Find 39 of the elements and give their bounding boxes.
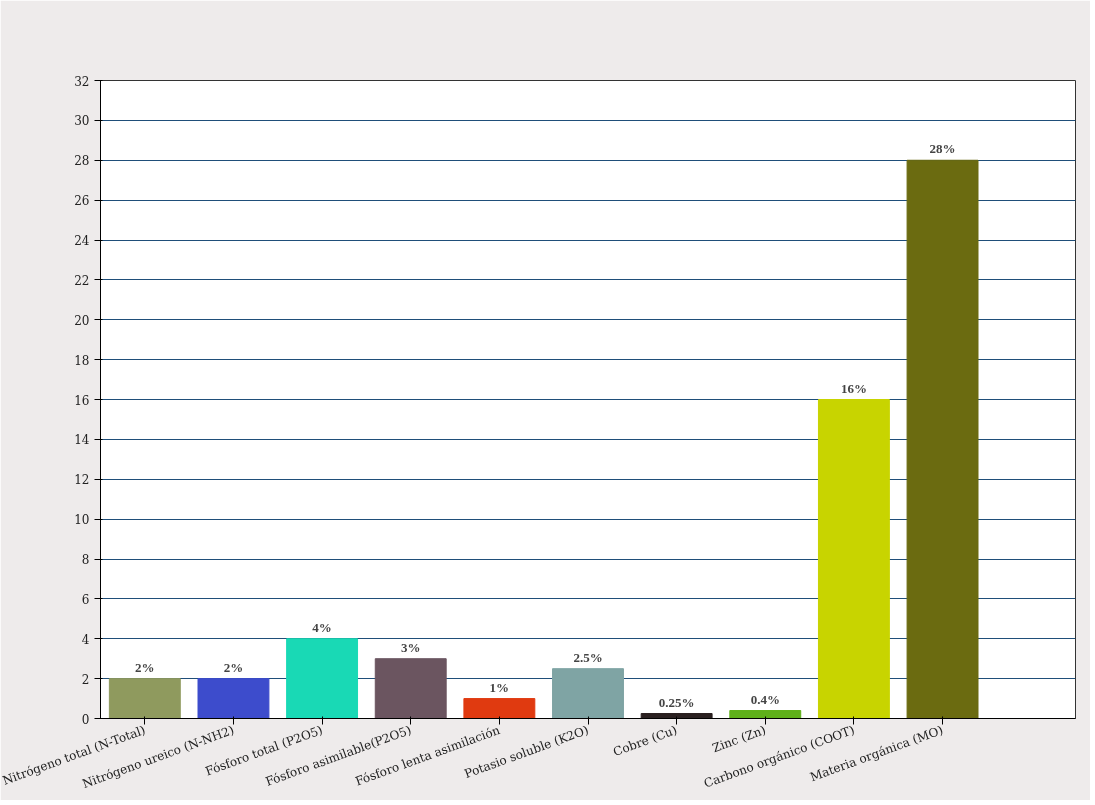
y-tick-label: 12 bbox=[74, 473, 90, 488]
bar bbox=[552, 668, 624, 719]
data-label: 2% bbox=[223, 659, 244, 675]
x-tick-label: Cobre (Cu) bbox=[611, 722, 680, 760]
data-label: 4% bbox=[312, 619, 332, 635]
y-tick-label: 26 bbox=[74, 194, 90, 209]
data-label: 2% bbox=[135, 659, 155, 675]
y-tick-label: 14 bbox=[74, 433, 90, 448]
bar bbox=[463, 698, 536, 719]
bar bbox=[817, 399, 890, 719]
y-tick-label: 22 bbox=[74, 273, 90, 288]
y-tick-label: 24 bbox=[74, 234, 90, 248]
bar bbox=[374, 658, 447, 719]
y-tick-label: 4 bbox=[81, 632, 90, 647]
bar bbox=[108, 678, 181, 719]
bar bbox=[286, 638, 359, 719]
y-tick-label: 32 bbox=[74, 74, 90, 89]
data-label: 0.4% bbox=[750, 691, 780, 707]
y-tick-label: 30 bbox=[74, 114, 90, 129]
data-label: 2.5% bbox=[573, 649, 603, 665]
y-tick-label: 16 bbox=[74, 393, 90, 408]
y-tick-label: 2 bbox=[81, 672, 90, 687]
data-label: 0.25% bbox=[658, 694, 695, 710]
y-tick-label: 0 bbox=[81, 712, 90, 727]
data-label: 28% bbox=[929, 141, 956, 157]
y-tick-label: 10 bbox=[74, 513, 90, 528]
bar bbox=[197, 678, 270, 719]
y-tick-label: 8 bbox=[81, 553, 90, 567]
y-tick-label: 18 bbox=[74, 353, 90, 368]
data-label: 16% bbox=[840, 380, 867, 396]
data-label: 1% bbox=[489, 679, 510, 695]
bar bbox=[640, 713, 713, 719]
x-tick-label: Zinc (Zn) bbox=[710, 722, 768, 756]
y-tick-label: 28 bbox=[74, 154, 90, 169]
y-tick-label: 20 bbox=[74, 313, 90, 328]
bar bbox=[729, 710, 802, 719]
y-tick-label: 6 bbox=[81, 592, 90, 607]
data-label: 3% bbox=[400, 639, 421, 655]
bar bbox=[906, 159, 979, 719]
